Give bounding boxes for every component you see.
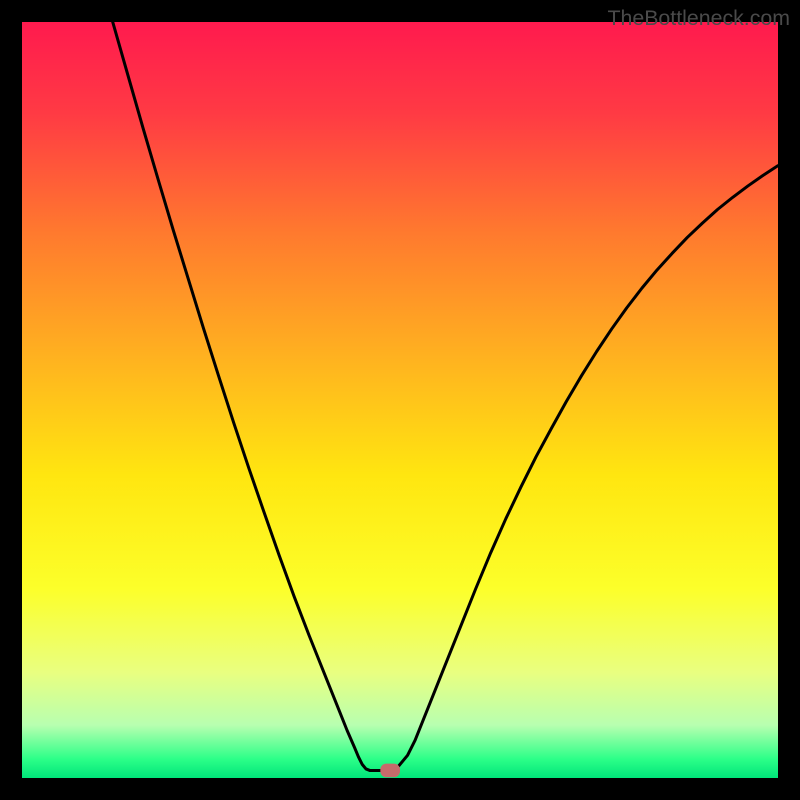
chart-svg [0,0,800,800]
optimal-point-marker [380,764,400,778]
bottleneck-chart: TheBottleneck.com [0,0,800,800]
chart-background-gradient [22,22,778,778]
